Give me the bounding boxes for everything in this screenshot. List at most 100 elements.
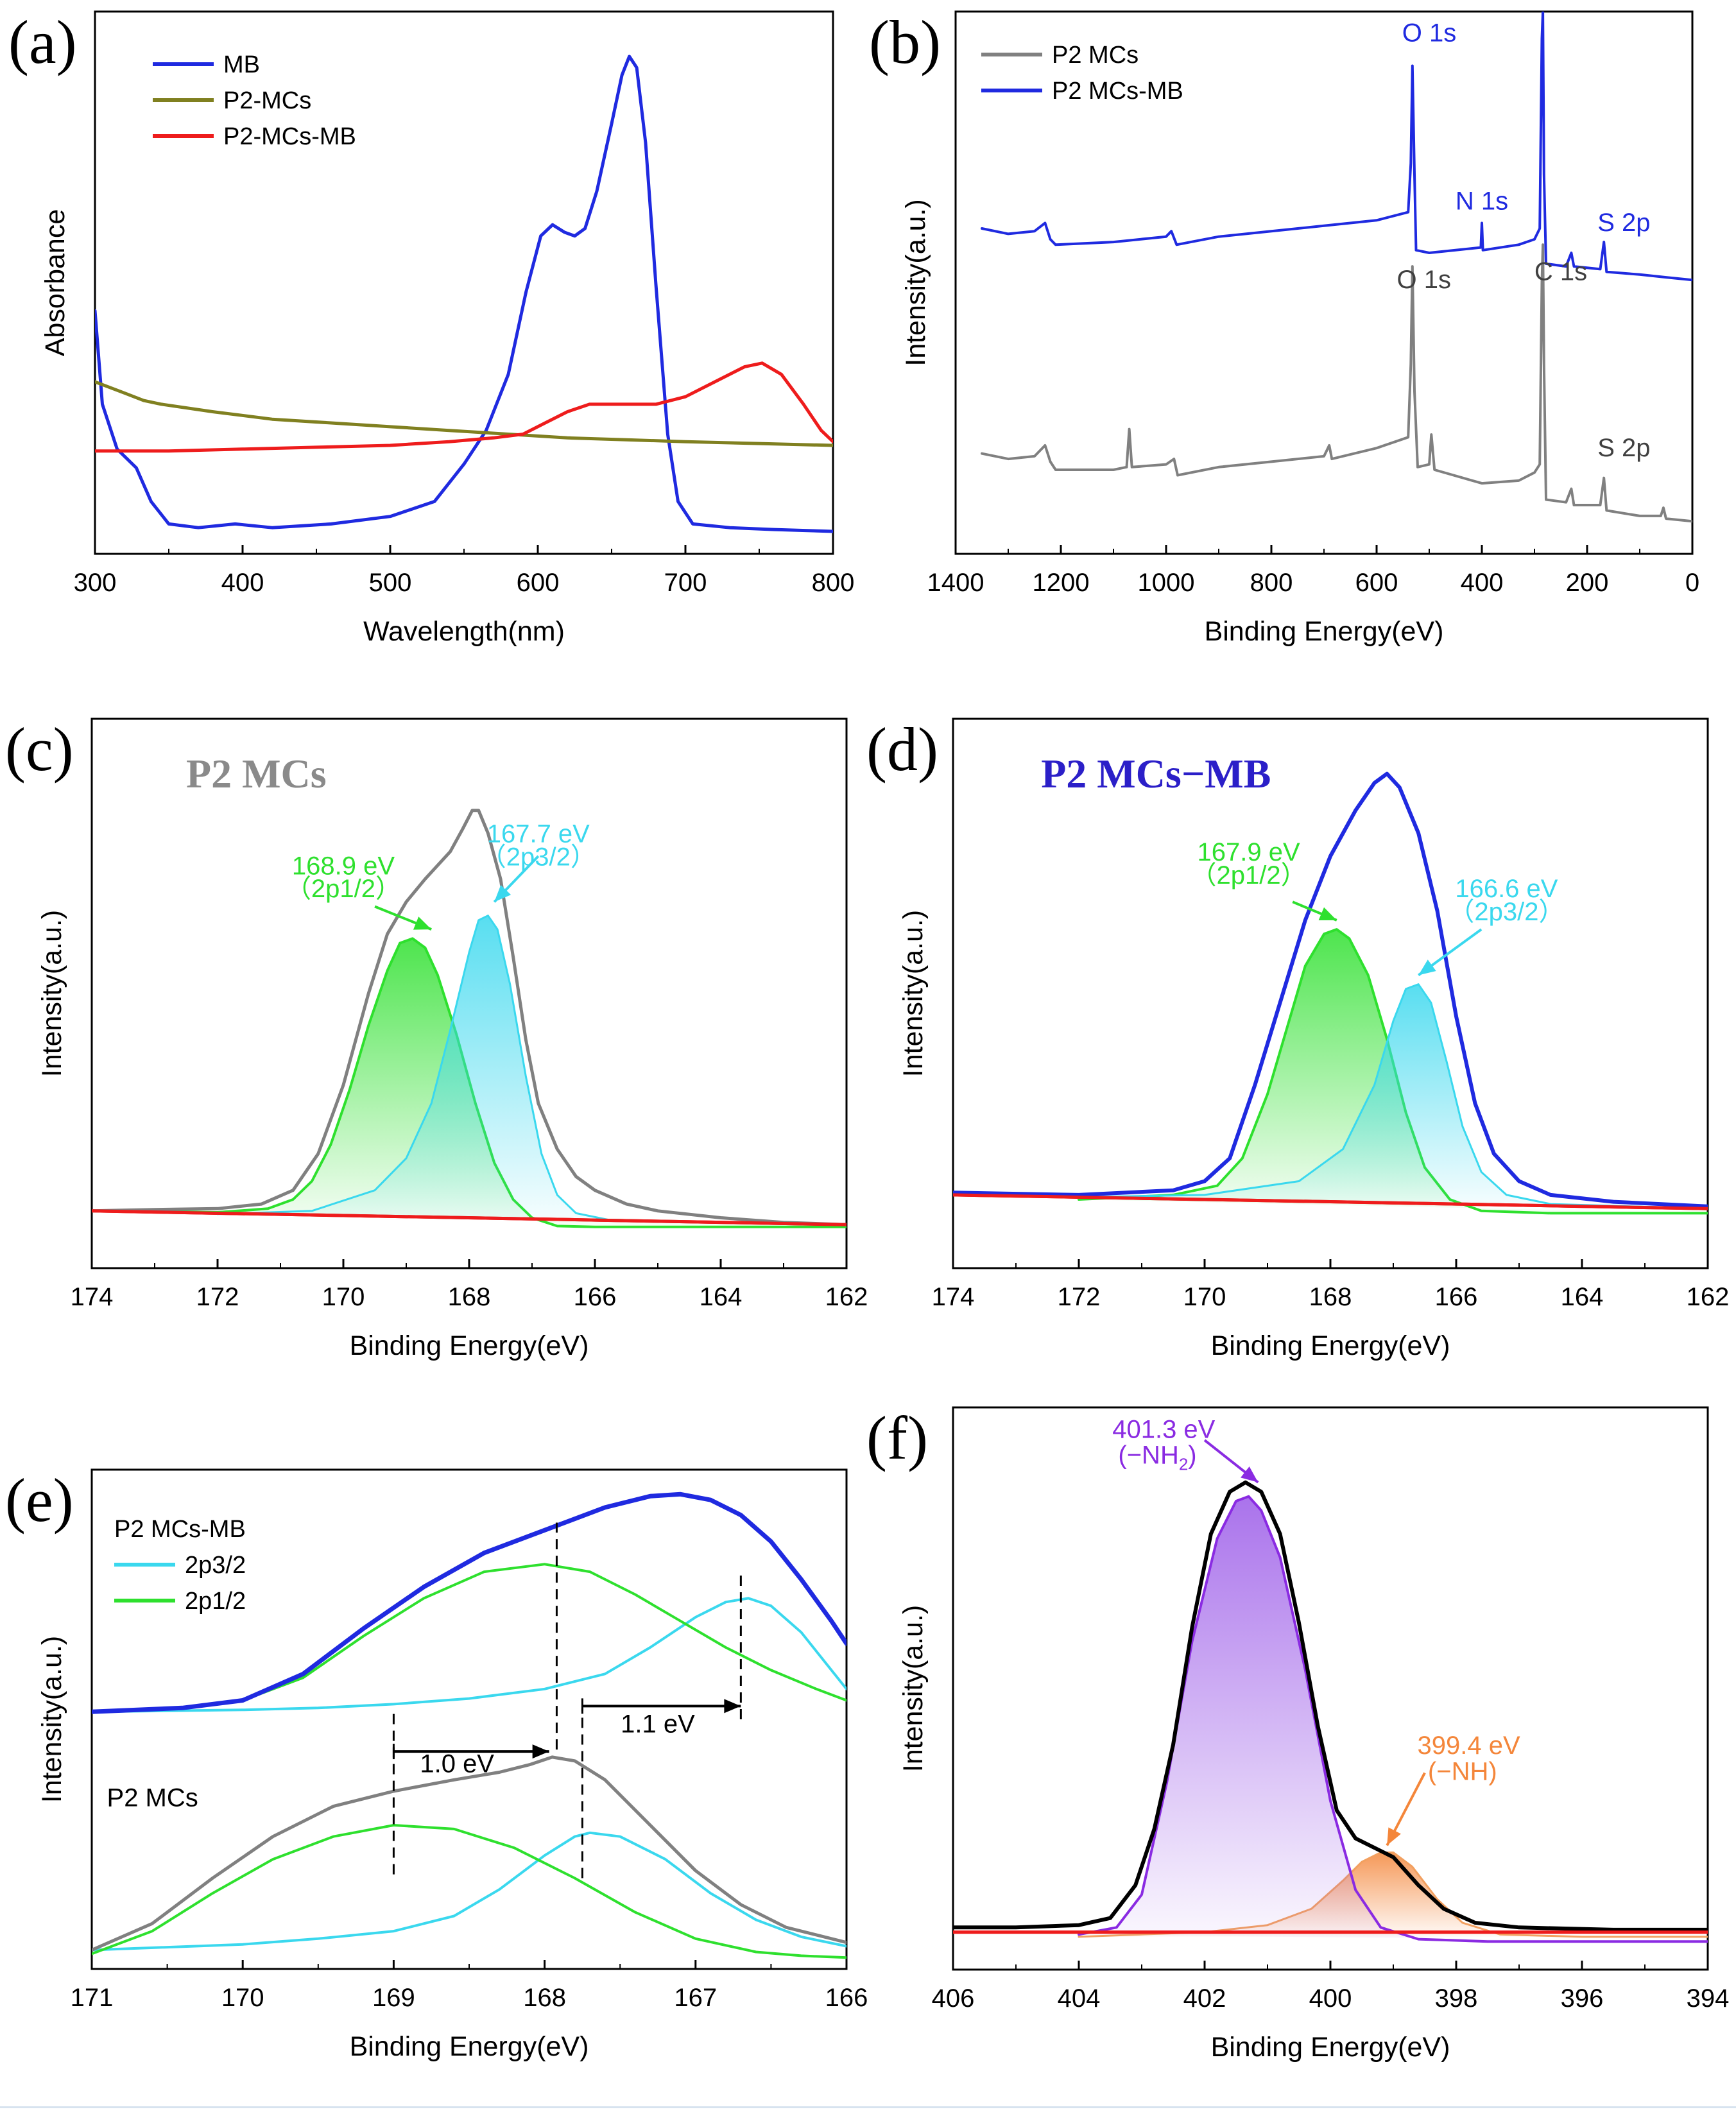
series-line: [92, 1491, 847, 1714]
x-tick-label: 174: [932, 1283, 975, 1311]
annotation-label: （2p1/2）: [286, 875, 401, 903]
x-tick-label: 171: [71, 1984, 114, 2012]
x-tick-label: 164: [700, 1283, 743, 1311]
series-line: [953, 1480, 1708, 1932]
panel-a: 300 400 500 600 700 800 Wavelength(nm) Absorban…: [8, 8, 854, 647]
x-tick-label: 166: [825, 1984, 868, 2012]
x-tick-label: 164: [1561, 1283, 1604, 1311]
annotation-label: 167.7 eV: [487, 820, 590, 848]
annotation-label: 399.4 eV: [1418, 1732, 1520, 1760]
series-line: [92, 809, 847, 1226]
series-line: [953, 983, 1708, 1210]
x-tick-label: 200: [1566, 569, 1609, 597]
panel-label: (f): [866, 1404, 928, 1472]
x-tick-label: 166: [1435, 1283, 1478, 1311]
x-tick-label: 400: [1309, 1984, 1352, 2013]
x-tick-label: 166: [574, 1283, 617, 1311]
annotation-label: 166.6 eV: [1455, 875, 1558, 903]
annotation-tail: ): [1188, 1441, 1196, 1470]
x-tick-label: 600: [517, 569, 560, 597]
x-tick-label: 168: [1309, 1283, 1352, 1311]
x-tick-label: 174: [71, 1283, 114, 1311]
annotation-subscript: 2: [1179, 1455, 1188, 1474]
annotation-label: S 2p: [1597, 209, 1650, 237]
annotation-arrow-head: [413, 916, 432, 930]
x-tick-label: 400: [221, 569, 264, 597]
y-axis-label: Absorbance: [40, 209, 71, 357]
series-line: [92, 1755, 847, 1952]
series-group: [981, 12, 1692, 523]
panel-c: 174 172 170 168 166 164 162 Binding Energy(eV) I…: [5, 715, 868, 1361]
panel-f: 406 404 402 400 398 396 394 Binding Energy(eV) I…: [866, 1404, 1729, 2063]
panel-label: (b): [869, 8, 941, 76]
annotation-arrow-head: [1318, 907, 1337, 921]
x-axis-label: Binding Energy(eV): [350, 2031, 589, 2062]
annotation-label: (−NH2): [1118, 1441, 1196, 1474]
x-tick-label: 169: [372, 1984, 415, 2012]
y-axis-label: Intensity(a.u.): [37, 1636, 67, 1803]
series-group: [92, 1491, 847, 1959]
x-tick-label: 398: [1435, 1984, 1478, 2013]
legend-label: P2 MCs-MB: [1052, 78, 1183, 105]
legend-label: MB: [223, 51, 260, 78]
annotation-label: 401.3 eV: [1112, 1415, 1215, 1443]
x-tick-label: 168: [523, 1984, 566, 2012]
x-tick-label: 404: [1058, 1984, 1101, 2013]
series-line: [122, 937, 847, 1228]
x-tick-label: 700: [664, 569, 707, 597]
legend-label: 2p3/2: [185, 1552, 246, 1579]
series-fill-−NH2: [1079, 1496, 1708, 1942]
panel-b: 1400 1200 1000 800 600 400 200 0 Binding Energy(…: [869, 8, 1699, 647]
y-axis-label: Intensity(a.u.): [898, 1605, 929, 1773]
annotation-label: 1.0 eV: [420, 1750, 494, 1778]
annotation-arrow-head: [494, 884, 511, 902]
x-axis-label: Wavelength(nm): [363, 616, 565, 647]
x-tick-label: 500: [369, 569, 412, 597]
series-line: [92, 1831, 847, 1952]
x-tick-label: 400: [1461, 569, 1504, 597]
annotation-label: （2p3/2）: [481, 843, 596, 871]
x-tick-label: 396: [1561, 1984, 1604, 2013]
annotation-label: （2p3/2）: [1448, 898, 1564, 926]
x-axis-label: Binding Energy(eV): [1211, 1330, 1450, 1361]
annotation-label: S 2p: [1597, 434, 1650, 462]
series-group: [953, 771, 1708, 1215]
annotation-arrow-head: [532, 1744, 549, 1759]
x-tick-label: 394: [1687, 1984, 1730, 2013]
x-tick-label: 0: [1685, 569, 1699, 597]
x-tick-label: 402: [1183, 1984, 1226, 2013]
annotation-arrow-head: [1418, 959, 1436, 975]
annotation-label: N 1s: [1456, 187, 1508, 215]
x-tick-label: 300: [74, 569, 117, 597]
x-tick-label: 1200: [1033, 569, 1090, 597]
series-line: [216, 915, 847, 1226]
x-tick-label: 600: [1355, 569, 1398, 597]
x-axis-label: Binding Energy(eV): [1211, 2032, 1450, 2063]
annotation-label: C 1s: [1534, 257, 1587, 286]
annotation-arrow-head: [1387, 1827, 1401, 1846]
annotation-label: O 1s: [1402, 19, 1456, 47]
series-fill-−NH: [1079, 1852, 1708, 1937]
annotation-arrow-head: [724, 1699, 741, 1714]
x-tick-label: 168: [448, 1283, 491, 1311]
annotation-label: (−NH): [1428, 1757, 1497, 1785]
series-group: [92, 809, 847, 1228]
annotation-label: 167.9 eV: [1198, 838, 1300, 866]
annotation-arrow-head: [1241, 1466, 1259, 1482]
series-line: [92, 1824, 847, 1959]
plot-frame: [90, 1468, 848, 1970]
x-tick-label: 167: [674, 1984, 717, 2012]
panel-label: (a): [8, 8, 77, 76]
series-line: [953, 771, 1708, 1208]
series-line: [981, 12, 1692, 282]
x-tick-label: 172: [1058, 1283, 1101, 1311]
baseline-line: [92, 1209, 847, 1226]
panel-d: 174 172 170 168 166 164 162 Binding Energy(eV) I…: [866, 715, 1729, 1361]
annotation-label: 168.9 eV: [292, 852, 395, 881]
x-tick-label: 162: [1687, 1283, 1730, 1311]
panel-label: (e): [5, 1466, 74, 1534]
bottom-rule: [0, 2106, 1736, 2108]
legend-label: P2 MCs: [1052, 42, 1139, 69]
annotation-text: (−NH: [1118, 1441, 1178, 1470]
